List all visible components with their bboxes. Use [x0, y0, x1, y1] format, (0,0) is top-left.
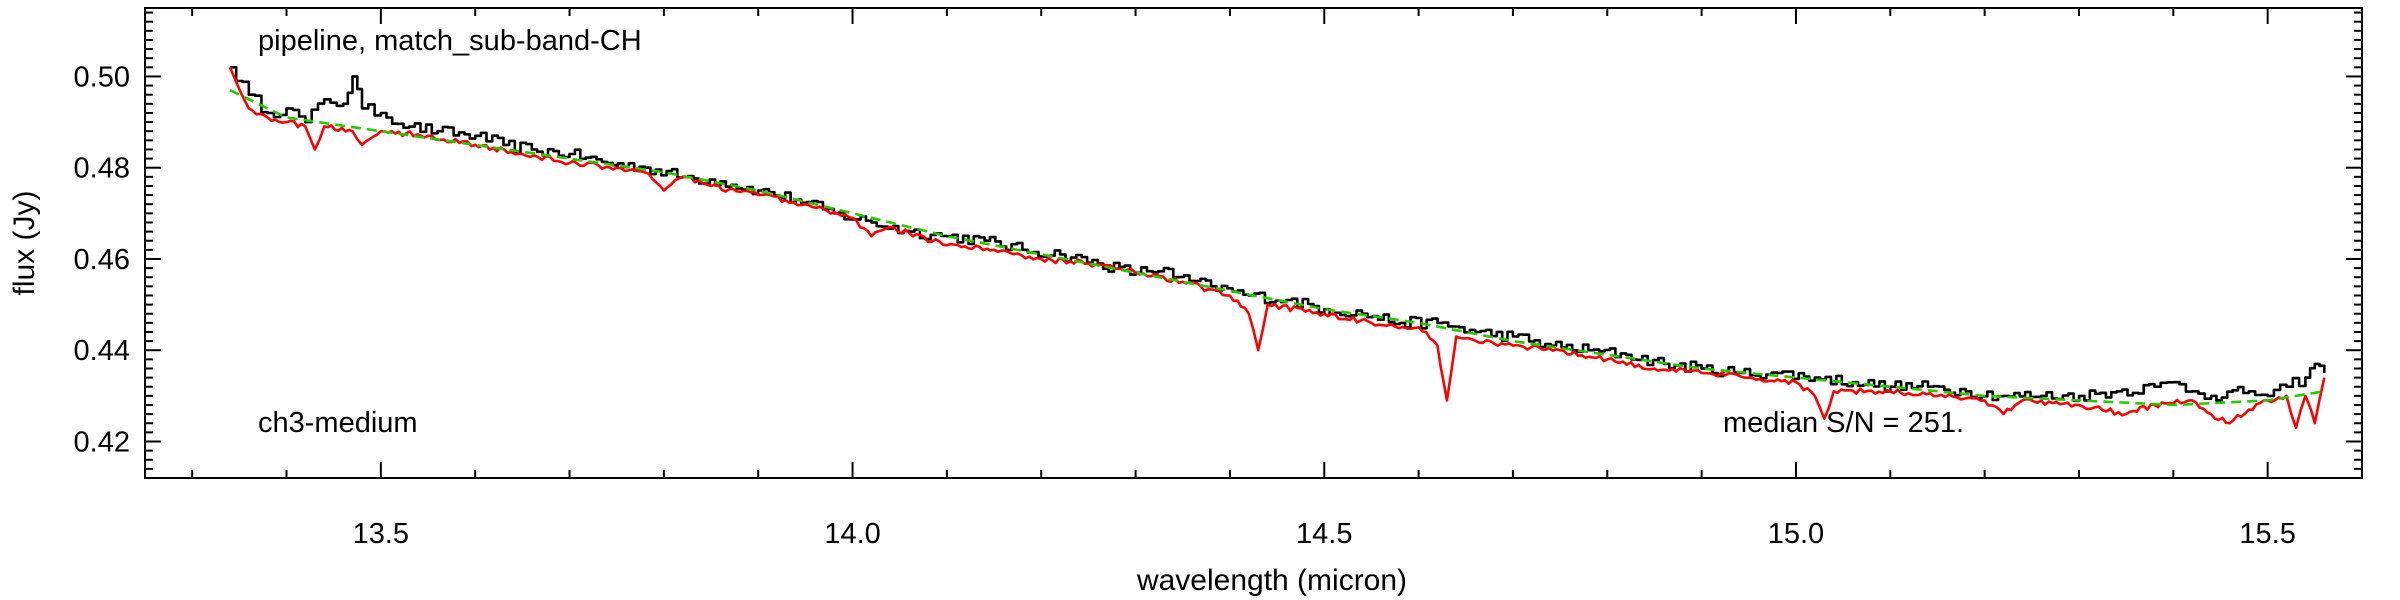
- y-tick-label: 0.46: [74, 244, 130, 276]
- x-tick-label: 14.5: [1296, 518, 1352, 550]
- y-axis-title: flux (Jy): [8, 191, 41, 296]
- x-tick-label: 15.0: [1768, 518, 1824, 550]
- y-tick-label: 0.44: [74, 335, 130, 367]
- y-tick-label: 0.42: [74, 426, 130, 458]
- series-green-dashed: [229, 88, 2325, 407]
- plot-frame: [144, 7, 2363, 479]
- x-tick-label: 15.5: [2239, 518, 2295, 550]
- x-axis-title: wavelength (micron): [1136, 564, 1407, 597]
- axis-ticks: [145, 8, 2363, 479]
- series-black-step: [229, 66, 2326, 403]
- series-layer: [228, 66, 2326, 430]
- series-red: [228, 66, 2326, 430]
- x-tick-label: 13.5: [353, 518, 409, 550]
- x-tick-label: 14.0: [824, 518, 880, 550]
- annotation-bottom-right: median S/N = 251.: [1723, 407, 1964, 439]
- annotation-bottom-left: ch3-medium: [258, 407, 418, 439]
- y-tick-label: 0.50: [74, 61, 130, 93]
- y-tick-label: 0.48: [74, 153, 130, 185]
- tick-labels: 13.5 14.0 14.5 15.0 15.5 0.42 0.44 0.46 0.48 0.50: [74, 61, 2296, 550]
- annotation-top-left: pipeline, match_sub-band-CH: [258, 25, 642, 57]
